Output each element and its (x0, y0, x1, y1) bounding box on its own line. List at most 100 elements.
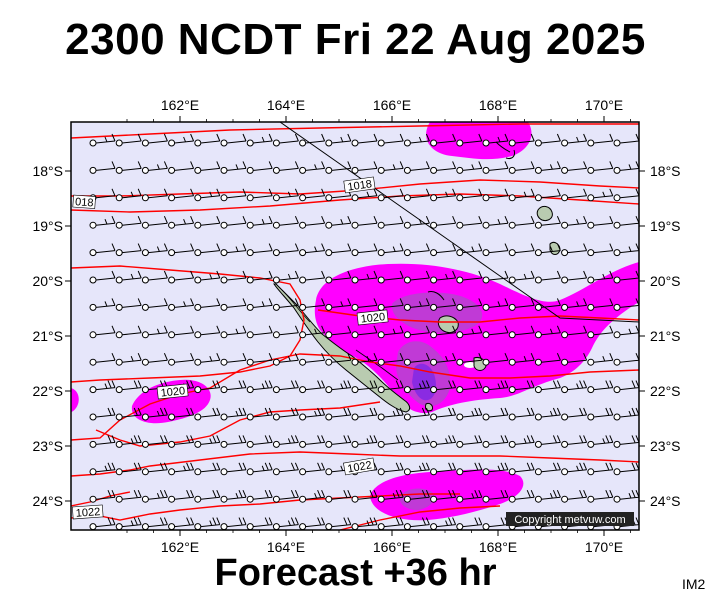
wind-barb (508, 298, 535, 311)
wind-barb (351, 270, 378, 284)
wind-barb (299, 407, 326, 421)
wind-barb (456, 270, 483, 284)
wind-barb (246, 435, 273, 448)
wind-barb (168, 161, 195, 174)
wind-barb (115, 490, 142, 503)
wind-barb (141, 435, 168, 448)
wind-barb (89, 298, 116, 311)
wind-barb (456, 435, 483, 448)
wind-barb (377, 490, 404, 503)
wind-barb (299, 490, 326, 503)
wind-barb (534, 407, 561, 421)
wind-barb (220, 298, 247, 311)
wind-barb (325, 216, 352, 229)
wind-barb (246, 216, 273, 229)
wind-barb (246, 270, 273, 284)
wind-barb (482, 435, 509, 448)
wind-barb (534, 243, 561, 257)
wind-barb (194, 298, 221, 311)
wind-barb (272, 188, 299, 202)
axis-labels: 162°E 162°E 164°E 164°E 166°E 166°E 168°E 168°E… (32, 97, 680, 555)
wind-barb (246, 188, 273, 202)
isobar-label: 1020 (160, 385, 186, 399)
wind-barb (508, 133, 535, 147)
wind-barb (430, 462, 457, 476)
wind-barb (613, 325, 639, 339)
isobar-line (339, 505, 501, 530)
lat-label-left: 22°S (32, 383, 63, 399)
wind-barb (89, 407, 116, 421)
wind-barb (377, 188, 404, 202)
wind-barb (456, 133, 483, 147)
wind-barb (168, 188, 195, 202)
wind-barb (377, 435, 404, 448)
wind-barb (194, 133, 221, 147)
isobar-line (71, 493, 460, 521)
wind-barb (141, 188, 168, 202)
wind-barb (115, 353, 142, 366)
wind-barb (561, 353, 588, 366)
wind-barb (482, 216, 509, 229)
lat-label-right: 22°S (650, 383, 681, 399)
isobar-line (71, 193, 639, 213)
wind-barb (141, 353, 168, 366)
wind-barb (220, 353, 247, 366)
wind-barb (508, 161, 535, 174)
wind-barb (430, 270, 457, 284)
wind-barb (89, 435, 116, 448)
wind-barb (561, 270, 588, 284)
wind-barb (482, 462, 509, 476)
wind-barb (141, 243, 168, 257)
lat-label-left: 19°S (32, 218, 63, 234)
wind-barb (89, 517, 116, 530)
wind-barb (272, 435, 299, 448)
isobar-line (71, 451, 639, 477)
wind-barb (508, 353, 535, 366)
axis-ticks (65, 116, 645, 536)
wind-barb (482, 243, 509, 257)
wind-barb (220, 161, 247, 174)
wind-barb (456, 325, 483, 339)
wind-barb (534, 490, 561, 503)
wind-barb (115, 161, 142, 174)
wind-barb (115, 325, 142, 339)
lon-label-top: 166°E (373, 97, 411, 113)
lat-label-left: 20°S (32, 273, 63, 289)
wind-barb (246, 243, 273, 257)
vanuatu-north-island (495, 141, 515, 159)
isobar-label: 018 (75, 196, 94, 209)
wind-barb (141, 298, 168, 311)
wind-barb (587, 353, 614, 366)
lon-label-bottom: 166°E (373, 539, 411, 555)
wind-barb (456, 161, 483, 174)
wind-barb (377, 161, 404, 174)
wind-barb (220, 407, 247, 421)
wind-barb (534, 353, 561, 366)
wind-barb (115, 270, 142, 284)
wind-barb (299, 380, 326, 394)
rain-gap (464, 362, 476, 368)
lon-label-top: 162°E (161, 97, 199, 113)
lat-label-right: 20°S (650, 273, 681, 289)
wind-barb (482, 161, 509, 174)
wind-barb (482, 325, 509, 339)
isobar-label: 1022 (347, 459, 373, 475)
wind-barb (403, 298, 430, 311)
wind-barb (115, 298, 142, 311)
wind-barb (508, 462, 535, 476)
wind-barb (141, 407, 168, 421)
wind-barb (351, 380, 378, 394)
wind-barb (246, 298, 273, 311)
wind-barb (482, 298, 509, 311)
wind-barb (194, 161, 221, 174)
boundary-line (279, 122, 639, 323)
wind-barb (272, 161, 299, 174)
isobar-line (95, 401, 381, 447)
wind-barb (115, 462, 142, 476)
lon-label-top: 164°E (267, 97, 305, 113)
wind-barb (325, 490, 352, 503)
map-frame (70, 121, 640, 531)
lat-label-left: 18°S (32, 163, 63, 179)
lat-label-right: 18°S (650, 163, 681, 179)
wind-barb (246, 490, 273, 503)
